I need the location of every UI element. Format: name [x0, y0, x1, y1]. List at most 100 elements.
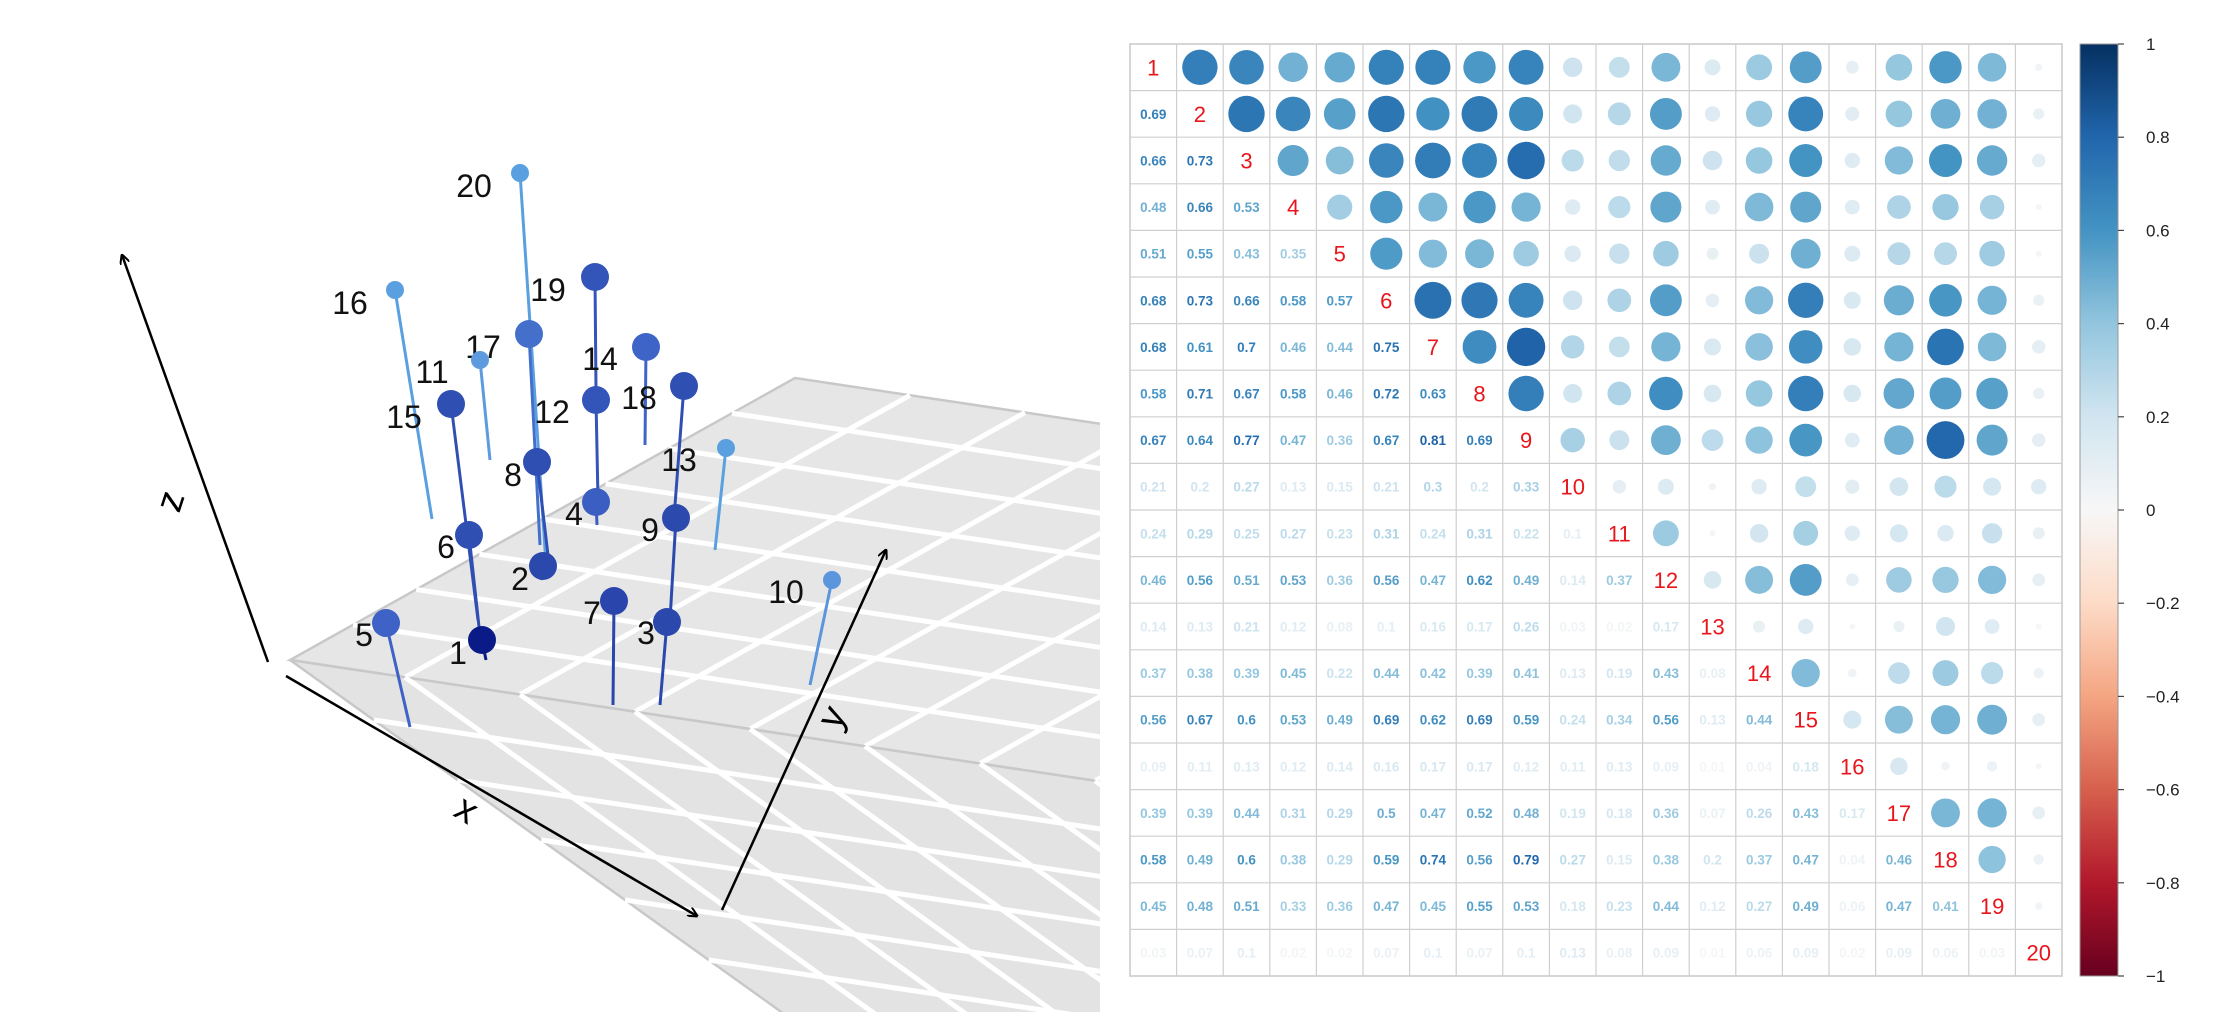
corr-circle-r14-c15 [1791, 658, 1820, 688]
corr-circle-r16-c17 [1890, 757, 1908, 776]
corr-circle-r7-c19 [1977, 332, 2007, 362]
corr-value-r19-c4: 0.33 [1280, 899, 1307, 914]
corr-value-r3-c1: 0.66 [1140, 154, 1167, 169]
corr-circle-r1-c20 [2035, 63, 2043, 71]
corr-circle-r5-c12 [1653, 240, 1679, 267]
corr-value-r10-c4: 0.13 [1280, 480, 1307, 495]
corr-value-r20-c17: 0.09 [1886, 946, 1912, 961]
corr-value-r15-c10: 0.24 [1560, 713, 1587, 728]
diagonal-label-19: 19 [1980, 894, 2004, 919]
corr-value-r15-c3: 0.6 [1237, 713, 1256, 728]
point-label-14: 14 [582, 341, 618, 377]
corr-circle-r4-c11 [1608, 196, 1631, 219]
corr-value-r8-c4: 0.58 [1280, 387, 1307, 402]
corr-value-r20-c14: 0.06 [1746, 946, 1773, 961]
corr-circle-r3-c8 [1462, 143, 1497, 178]
corr-circle-r9-c20 [2031, 433, 2046, 447]
colorbar-tick-label: −0.4 [2146, 687, 2180, 706]
corr-value-r19-c2: 0.48 [1187, 899, 1214, 914]
corr-circle-r5-c13 [1706, 247, 1719, 260]
corr-circle-r18-c20 [2033, 854, 2044, 865]
corr-value-r19-c11: 0.23 [1606, 899, 1633, 914]
corr-value-r12-c2: 0.56 [1187, 573, 1214, 588]
corr-circle-r1-c13 [1704, 59, 1721, 76]
corr-circle-r3-c5 [1325, 146, 1354, 175]
corr-circle-r5-c18 [1934, 242, 1957, 266]
corr-value-r7-c6: 0.75 [1373, 340, 1400, 355]
corr-value-r18-c12: 0.38 [1653, 853, 1680, 868]
corr-value-r13-c4: 0.12 [1280, 620, 1306, 635]
corr-circle-r8-c13 [1703, 384, 1722, 403]
corr-value-r20-c18: 0.06 [1932, 946, 1959, 961]
corr-value-r20-c15: 0.09 [1793, 946, 1819, 961]
corr-value-r4-c2: 0.66 [1187, 200, 1214, 215]
colorbar-tick-label: 0.2 [2146, 408, 2170, 427]
corr-circle-r3-c19 [1976, 145, 2008, 176]
corr-value-r18-c7: 0.74 [1420, 853, 1447, 868]
corr-circle-r15-c20 [2032, 713, 2046, 727]
corr-circle-r2-c6 [1368, 95, 1405, 133]
corr-circle-r5-c14 [1749, 243, 1770, 264]
diagonal-label-12: 12 [1654, 568, 1678, 593]
x-axis-arrow [285, 674, 697, 916]
corr-value-r4-c3: 0.53 [1233, 200, 1260, 215]
corr-circle-r14-c20 [2033, 667, 2044, 679]
corr-circle-r3-c20 [2031, 153, 2046, 168]
corr-circle-r5-c6 [1370, 237, 1403, 270]
point-stem-10 [808, 579, 834, 686]
corr-circle-r13-c19 [1984, 619, 2000, 634]
corr-value-r15-c1: 0.56 [1140, 713, 1167, 728]
corr-value-r20-c19: 0.03 [1979, 946, 2006, 961]
corr-value-r17-c4: 0.31 [1280, 806, 1307, 821]
corr-circle-r2-c7 [1416, 97, 1450, 131]
corr-circle-r8-c9 [1508, 375, 1544, 412]
corr-circle-r8-c15 [1788, 375, 1824, 412]
corr-circle-r4-c16 [1844, 199, 1860, 215]
corr-value-r11-c2: 0.29 [1187, 526, 1213, 541]
point-label-12: 12 [534, 394, 570, 430]
corr-value-r11-c6: 0.31 [1373, 526, 1400, 541]
corr-circle-r9-c10 [1560, 427, 1585, 453]
corr-value-r11-c4: 0.27 [1280, 526, 1306, 541]
corr-value-r19-c15: 0.49 [1793, 899, 1819, 914]
point-4 [582, 488, 610, 516]
point-16 [386, 281, 404, 299]
corr-circle-r6-c9 [1508, 282, 1544, 318]
corr-value-r12-c11: 0.37 [1606, 573, 1632, 588]
corr-value-r16-c14: 0.04 [1746, 759, 1773, 774]
corr-value-r16-c5: 0.14 [1327, 759, 1354, 774]
corr-circle-r6-c13 [1705, 293, 1720, 308]
corr-circle-r13-c16 [1849, 623, 1856, 630]
corr-circle-r13-c20 [2035, 623, 2042, 630]
point-label-3: 3 [637, 615, 655, 651]
corr-circle-r2-c19 [1977, 99, 2007, 129]
corr-value-r8-c5: 0.46 [1327, 387, 1354, 402]
corr-value-r18-c14: 0.37 [1746, 853, 1772, 868]
corr-circle-r3-c18 [1929, 144, 1962, 177]
corr-circle-r9-c12 [1650, 425, 1681, 456]
floor-grid [748, 726, 1157, 1017]
colorbar-tick-label: −0.8 [2146, 874, 2180, 893]
corr-circle-r11-c14 [1749, 524, 1769, 543]
corr-value-r3-c2: 0.73 [1187, 154, 1214, 169]
point-15 [437, 390, 465, 418]
point-20 [511, 164, 529, 182]
corr-value-r14-c13: 0.08 [1699, 666, 1726, 681]
corr-value-r12-c5: 0.36 [1327, 573, 1354, 588]
diagonal-label-3: 3 [1240, 149, 1252, 174]
corr-circle-r11-c13 [1709, 530, 1716, 537]
corr-circle-r8-c20 [2033, 387, 2045, 400]
corr-circle-r2-c10 [1563, 104, 1583, 124]
corr-circle-r3-c6 [1368, 143, 1404, 178]
corr-circle-r12-c20 [2032, 573, 2046, 587]
corr-circle-r4-c14 [1744, 192, 1774, 222]
point-stem-18 [673, 385, 686, 506]
corr-value-r9-c4: 0.47 [1280, 433, 1306, 448]
point-label-13: 13 [661, 442, 697, 478]
corr-value-r13-c1: 0.14 [1140, 620, 1167, 635]
corr-value-r19-c1: 0.45 [1140, 899, 1167, 914]
corr-value-r19-c14: 0.27 [1746, 899, 1772, 914]
corr-value-r15-c13: 0.13 [1699, 713, 1726, 728]
corr-value-r6-c4: 0.58 [1280, 293, 1307, 308]
